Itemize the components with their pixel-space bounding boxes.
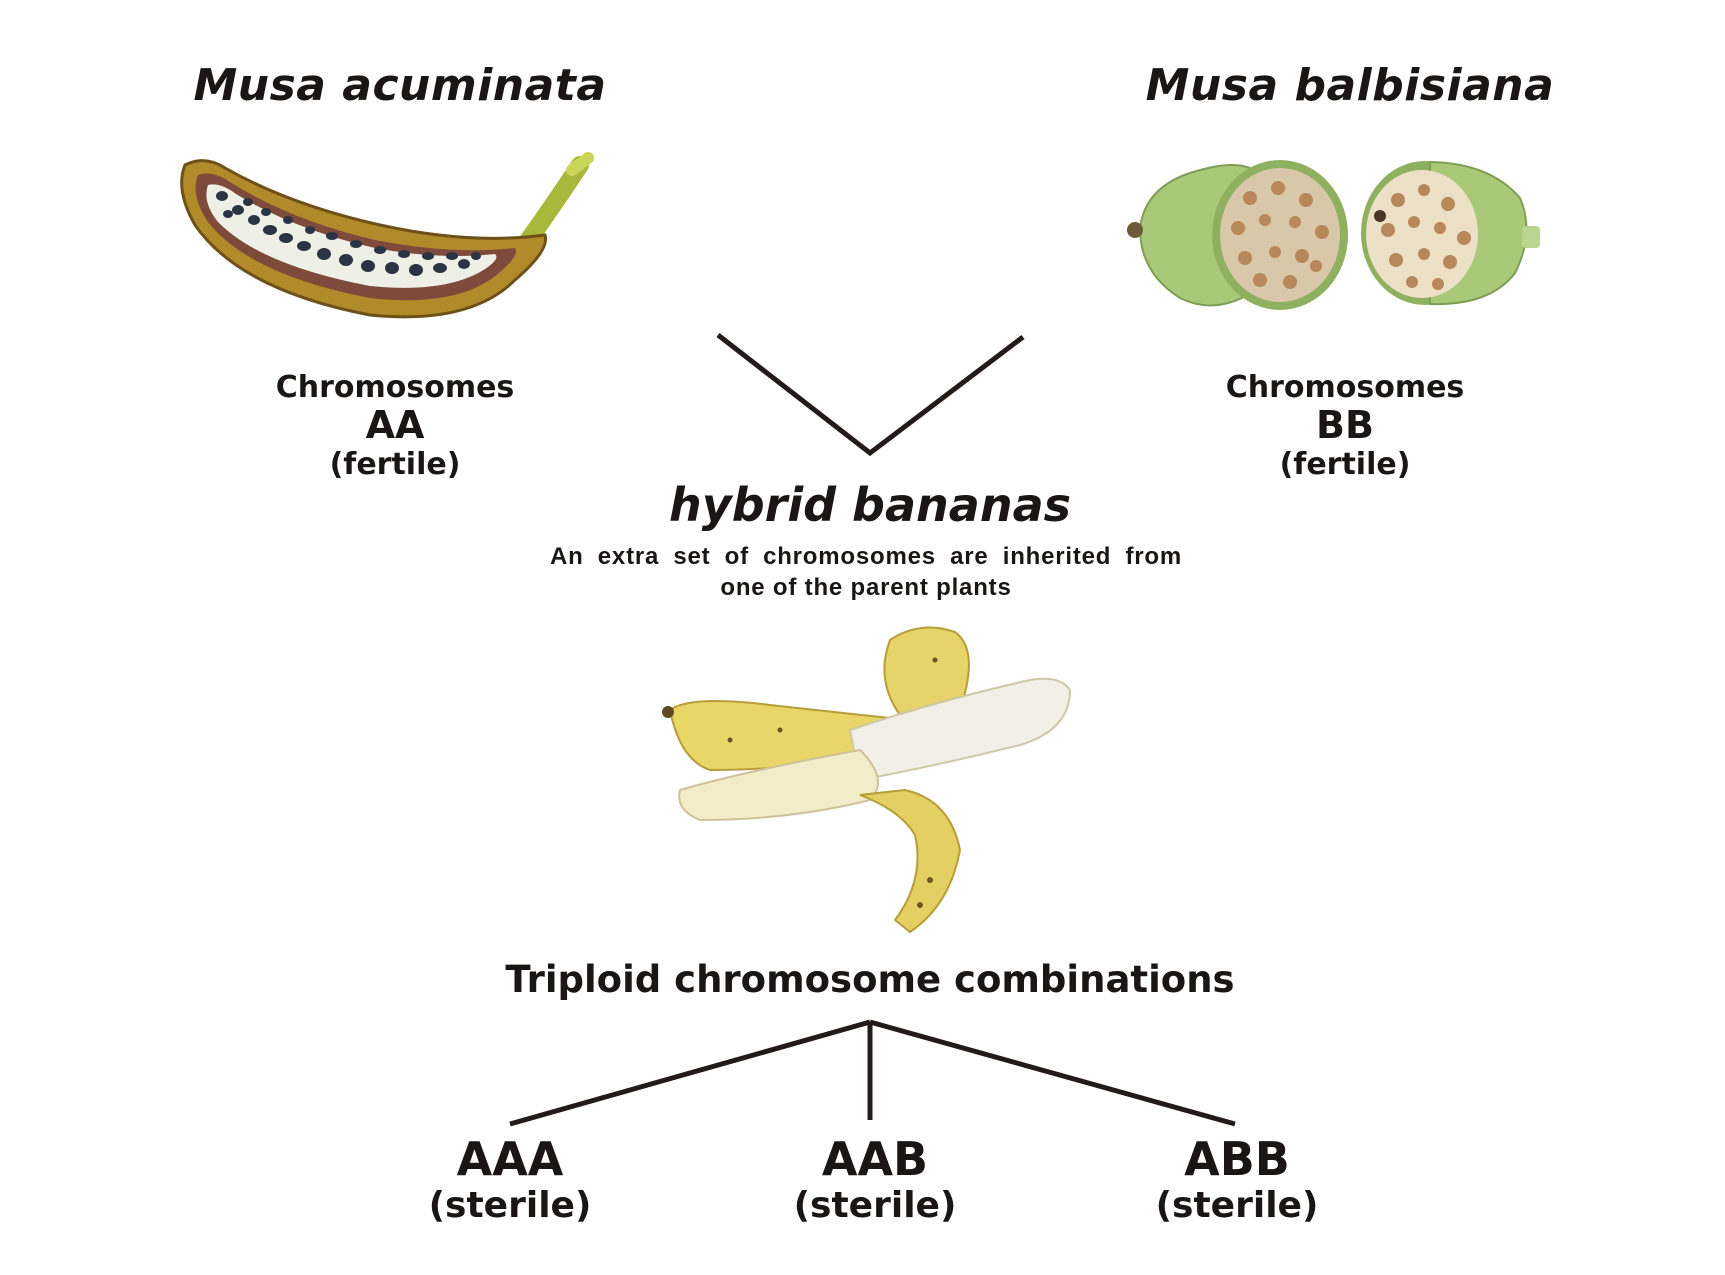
left-species-name: Musa acuminata — [193, 60, 607, 111]
right-chromosome-info: Chromosomes BB (fertile) — [1180, 370, 1510, 482]
combo-status: (sterile) — [1155, 1184, 1319, 1226]
combo-abb: ABB (sterile) — [1122, 1134, 1352, 1226]
left-chromosome-info: Chromosomes AA (fertile) — [230, 370, 560, 482]
hybrid-title: hybrid bananas — [669, 478, 1071, 532]
left-chromosomes-label: Chromosomes — [275, 370, 515, 405]
left-chromosome-code: AA — [365, 403, 425, 447]
combo-aaa: AAA (sterile) — [395, 1134, 625, 1226]
musa-acuminata-image — [180, 152, 594, 319]
combo-code: AAA — [456, 1132, 564, 1186]
hybrid-description: An extra set of chromosomes are inherite… — [550, 543, 1182, 601]
musa-balbisiana-image — [1127, 160, 1540, 310]
combo-status: (sterile) — [428, 1184, 592, 1226]
right-chromosomes-label: Chromosomes — [1225, 370, 1465, 405]
combo-status: (sterile) — [793, 1184, 957, 1226]
combo-code: AAB — [821, 1132, 929, 1186]
peeled-banana-image — [662, 626, 1072, 934]
right-chromosome-code: BB — [1316, 403, 1374, 447]
right-species-name: Musa balbisiana — [1145, 60, 1555, 111]
right-fertility-status: (fertile) — [1279, 446, 1411, 482]
triploid-title: Triploid chromosome combinations — [505, 958, 1235, 1001]
left-fertility-status: (fertile) — [329, 446, 461, 482]
combo-aab: AAB (sterile) — [760, 1134, 990, 1226]
combo-code: ABB — [1184, 1132, 1290, 1186]
